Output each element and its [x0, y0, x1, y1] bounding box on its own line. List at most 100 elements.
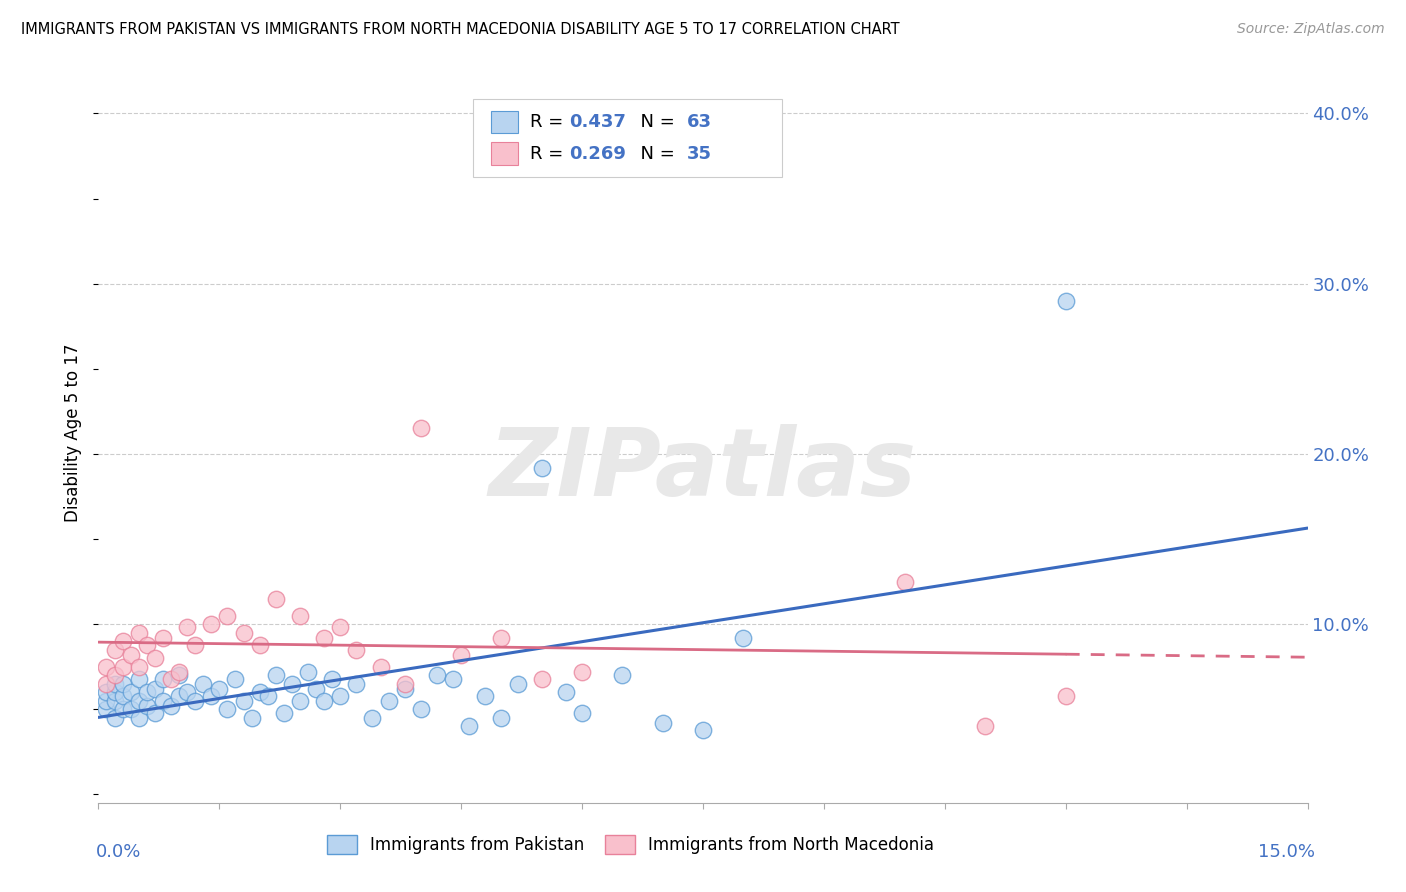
Point	[96, 685, 118, 699]
Point	[103, 676, 125, 690]
Point	[288, 694, 311, 708]
Text: 63: 63	[688, 112, 713, 130]
Point	[96, 676, 118, 690]
FancyBboxPatch shape	[492, 111, 517, 133]
Point	[321, 672, 343, 686]
Point	[160, 672, 183, 686]
FancyBboxPatch shape	[492, 143, 517, 165]
Point	[530, 672, 553, 686]
Y-axis label: Disability Age 5 to 17: Disability Age 5 to 17	[65, 343, 83, 522]
Point	[143, 706, 166, 720]
Point	[176, 685, 198, 699]
Point	[651, 715, 673, 730]
Point	[128, 711, 150, 725]
Text: Source: ZipAtlas.com: Source: ZipAtlas.com	[1237, 22, 1385, 37]
Point	[314, 631, 336, 645]
Point	[200, 689, 222, 703]
Point	[128, 659, 150, 673]
Point	[135, 698, 157, 713]
Point	[426, 668, 449, 682]
Point	[120, 648, 142, 662]
Point	[409, 702, 432, 716]
Point	[103, 685, 125, 699]
Point	[111, 634, 134, 648]
Point	[135, 638, 157, 652]
Point	[96, 659, 118, 673]
Point	[152, 672, 174, 686]
Point	[200, 617, 222, 632]
Point	[264, 591, 287, 606]
Point	[491, 711, 513, 725]
Point	[370, 659, 392, 673]
Point	[143, 681, 166, 696]
Point	[305, 681, 328, 696]
Point	[297, 665, 319, 679]
Point	[491, 631, 513, 645]
Point	[128, 694, 150, 708]
Point	[111, 702, 134, 716]
Point	[249, 685, 271, 699]
Point	[152, 694, 174, 708]
Point	[281, 676, 304, 690]
Point	[458, 719, 481, 733]
Point	[217, 608, 239, 623]
Text: R =: R =	[530, 145, 569, 162]
Point	[120, 685, 142, 699]
Point	[361, 711, 384, 725]
Point	[571, 665, 593, 679]
Point	[96, 702, 118, 716]
Point	[111, 689, 134, 703]
Point	[692, 723, 714, 737]
Point	[208, 681, 231, 696]
Point	[450, 648, 472, 662]
Text: ZIPatlas: ZIPatlas	[489, 424, 917, 516]
Point	[441, 672, 464, 686]
Point	[167, 668, 190, 682]
Point	[264, 668, 287, 682]
Point	[167, 665, 190, 679]
Point	[160, 698, 183, 713]
Point	[143, 651, 166, 665]
Point	[506, 676, 529, 690]
Text: 15.0%: 15.0%	[1257, 843, 1315, 861]
Text: 35: 35	[688, 145, 713, 162]
Point	[232, 625, 254, 640]
Point	[176, 620, 198, 634]
Point	[571, 706, 593, 720]
Text: IMMIGRANTS FROM PAKISTAN VS IMMIGRANTS FROM NORTH MACEDONIA DISABILITY AGE 5 TO : IMMIGRANTS FROM PAKISTAN VS IMMIGRANTS F…	[21, 22, 900, 37]
Point	[409, 421, 432, 435]
Text: 0.269: 0.269	[569, 145, 626, 162]
Point	[152, 631, 174, 645]
Point	[184, 694, 207, 708]
Point	[394, 681, 416, 696]
Point	[135, 685, 157, 699]
Point	[103, 711, 125, 725]
Point	[167, 689, 190, 703]
Point	[103, 642, 125, 657]
Point	[314, 694, 336, 708]
Point	[612, 668, 634, 682]
Point	[184, 638, 207, 652]
Point	[733, 631, 755, 645]
Text: N =: N =	[630, 112, 681, 130]
Point	[249, 638, 271, 652]
Point	[288, 608, 311, 623]
Point	[232, 694, 254, 708]
Point	[120, 702, 142, 716]
Point	[128, 625, 150, 640]
Point	[1054, 293, 1077, 308]
Point	[273, 706, 295, 720]
FancyBboxPatch shape	[474, 99, 782, 178]
Point	[111, 659, 134, 673]
Point	[240, 711, 263, 725]
Point	[256, 689, 278, 703]
Point	[224, 672, 246, 686]
Point	[1054, 689, 1077, 703]
Point	[344, 676, 367, 690]
Point	[893, 574, 915, 589]
Text: R =: R =	[530, 112, 569, 130]
Point	[128, 672, 150, 686]
Point	[530, 460, 553, 475]
Point	[217, 702, 239, 716]
Point	[974, 719, 997, 733]
